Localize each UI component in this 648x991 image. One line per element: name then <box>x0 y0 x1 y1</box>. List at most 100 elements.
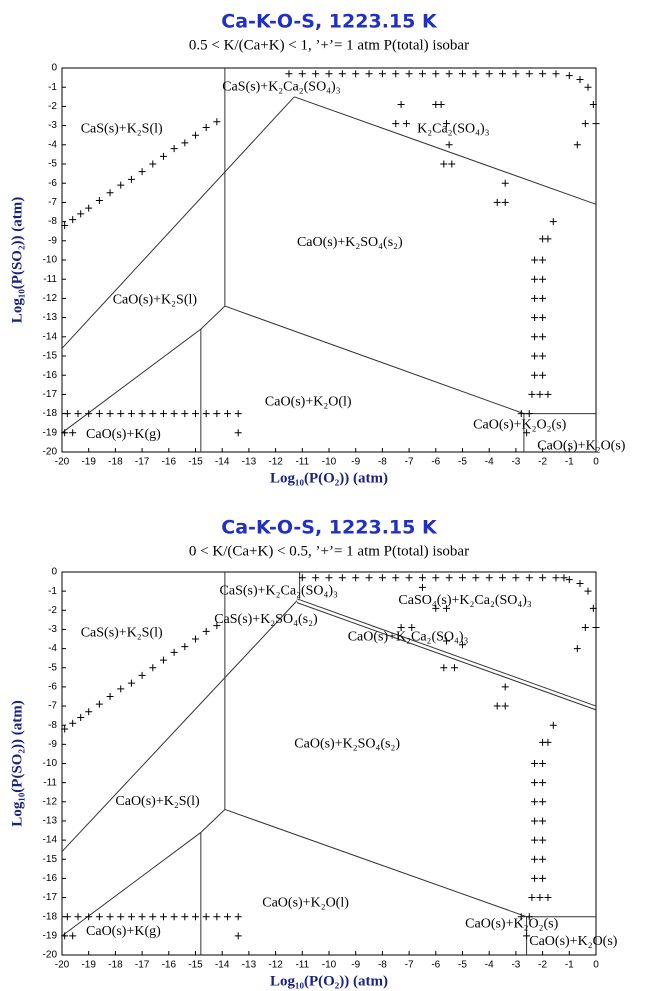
isobar-point <box>539 574 547 582</box>
isobar-point <box>202 627 210 635</box>
isobar-point <box>138 671 146 679</box>
isobar-point <box>539 256 547 264</box>
isobar-point <box>536 894 544 902</box>
isobar-point <box>325 574 333 582</box>
isobar-point <box>127 410 135 418</box>
region-label: CaS(s)+K₂S(l) <box>81 122 163 137</box>
isobar-point <box>77 714 85 722</box>
isobar-point <box>397 100 405 108</box>
x-tick-label: -5 <box>458 457 467 468</box>
x-tick-label: -11 <box>295 960 309 971</box>
y-tick-label: -15 <box>43 854 58 865</box>
y-tick-label: -8 <box>48 720 57 731</box>
x-tick-label: -7 <box>405 960 414 971</box>
y-tick-label: -1 <box>48 586 57 597</box>
y-axis-label: Log₁₀(P(SO₂)) (atm) <box>9 197 25 323</box>
isobar-point <box>573 645 581 653</box>
isobar-point <box>234 913 242 921</box>
isobar-point <box>61 725 69 733</box>
isobar-point <box>501 198 509 206</box>
region-label: CaS(s)+K₂SO₄(s₂) <box>214 612 318 627</box>
isobar-point <box>499 70 507 78</box>
region-label: CaS(s)+K₂Ca₂(SO₄)₃ <box>220 583 339 598</box>
isobar-point <box>552 70 560 78</box>
phase-boundary <box>296 602 597 711</box>
isobar-point <box>442 604 450 612</box>
chart-subtitle: 0.5 < K/(Ca+K) < 1, ’+’= 1 atm P(total) … <box>189 37 469 53</box>
isobar-point <box>440 664 448 672</box>
x-tick-label: -4 <box>485 457 494 468</box>
x-tick-label: -8 <box>378 457 387 468</box>
y-tick-label: -6 <box>48 682 57 693</box>
isobar-point <box>472 574 480 582</box>
phase-boundary <box>294 96 597 205</box>
isobar-point <box>392 574 400 582</box>
isobar-point <box>592 120 600 128</box>
isobar-point <box>106 189 114 197</box>
isobar-point <box>525 70 533 78</box>
isobar-point <box>117 913 125 921</box>
isobar-point <box>285 70 293 78</box>
isobar-point <box>448 160 456 168</box>
isobar-point <box>298 70 306 78</box>
y-tick-label: -4 <box>48 643 57 654</box>
isobar-point <box>418 70 426 78</box>
y-tick-label: 0 <box>51 567 57 578</box>
isobar-point <box>512 574 520 582</box>
isobar-point <box>517 410 525 418</box>
y-tick-label: -15 <box>43 351 58 362</box>
chart-title: Ca-K-O-S, 1223.15 K <box>221 517 438 539</box>
isobar-point <box>539 817 547 825</box>
isobar-point <box>576 579 584 587</box>
y-tick-label: -2 <box>48 605 57 616</box>
x-tick-label: -20 <box>55 457 70 468</box>
isobar-point <box>224 410 232 418</box>
isobar-point <box>539 779 547 787</box>
phase-boundary <box>296 598 597 707</box>
isobar-point <box>352 574 360 582</box>
isobar-point <box>539 760 547 767</box>
isobar-point <box>106 410 114 418</box>
x-tick-label: -16 <box>162 457 177 468</box>
isobar-point <box>405 70 413 78</box>
isobar-point <box>589 604 597 612</box>
region-label: CaO(s)+K₂O(l) <box>265 394 352 409</box>
isobar-point <box>525 913 533 921</box>
isobar-point <box>485 574 493 582</box>
y-tick-label: -20 <box>43 447 58 458</box>
y-tick-label: -8 <box>48 216 57 227</box>
isobar-point <box>549 218 557 226</box>
region-label: CaO(s)+K₂SO₄(s₂) <box>297 235 403 250</box>
isobar-point <box>539 874 547 882</box>
isobar-point <box>202 410 210 418</box>
region-label: CaO(s)+K₂SO₄(s₂) <box>294 737 400 752</box>
x-tick-label: -9 <box>351 960 360 971</box>
isobar-point <box>365 574 373 582</box>
isobar-point <box>170 410 178 418</box>
isobar-point <box>63 913 71 921</box>
isobar-point <box>544 738 552 746</box>
isobar-point <box>531 779 539 787</box>
isobar-point <box>74 410 82 418</box>
isobar-point <box>544 894 552 902</box>
isobar-point <box>501 683 509 691</box>
isobar-point <box>528 390 536 398</box>
isobar-point <box>159 913 167 921</box>
x-tick-label: -4 <box>485 960 494 971</box>
isobar-point <box>117 410 125 418</box>
isobar-point <box>192 410 199 418</box>
isobar-point <box>181 410 189 418</box>
isobar-point <box>202 913 210 921</box>
isobar-point <box>565 576 573 584</box>
isobar-point <box>531 798 539 806</box>
y-tick-label: -5 <box>48 662 57 673</box>
isobar-point <box>501 179 509 187</box>
region-label: CaO(s)+K₂S(l) <box>113 293 198 308</box>
y-tick-label: -17 <box>43 389 58 400</box>
y-tick-label: -6 <box>48 178 57 189</box>
isobar-point <box>69 719 77 727</box>
region-label: CaO(s)+K₂S(l) <box>115 794 200 809</box>
chart-subtitle: 0 < K/(Ca+K) < 0.5, ’+’= 1 atm P(total) … <box>189 543 469 559</box>
isobar-point <box>437 100 445 108</box>
